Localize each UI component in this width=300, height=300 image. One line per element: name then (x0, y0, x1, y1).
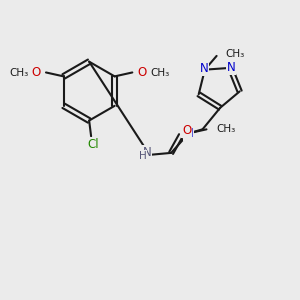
Text: O: O (32, 66, 41, 79)
Text: N: N (200, 62, 208, 75)
Text: CH₃: CH₃ (216, 124, 236, 134)
Text: N: N (227, 61, 236, 74)
Text: N: N (143, 146, 152, 159)
Text: CH₃: CH₃ (9, 68, 28, 78)
Text: H: H (139, 151, 147, 161)
Text: Cl: Cl (87, 138, 99, 151)
Text: O: O (137, 66, 146, 79)
Text: O: O (182, 124, 191, 137)
Text: CH₃: CH₃ (225, 49, 245, 59)
Text: CH₃: CH₃ (150, 68, 169, 78)
Text: N: N (184, 127, 193, 140)
